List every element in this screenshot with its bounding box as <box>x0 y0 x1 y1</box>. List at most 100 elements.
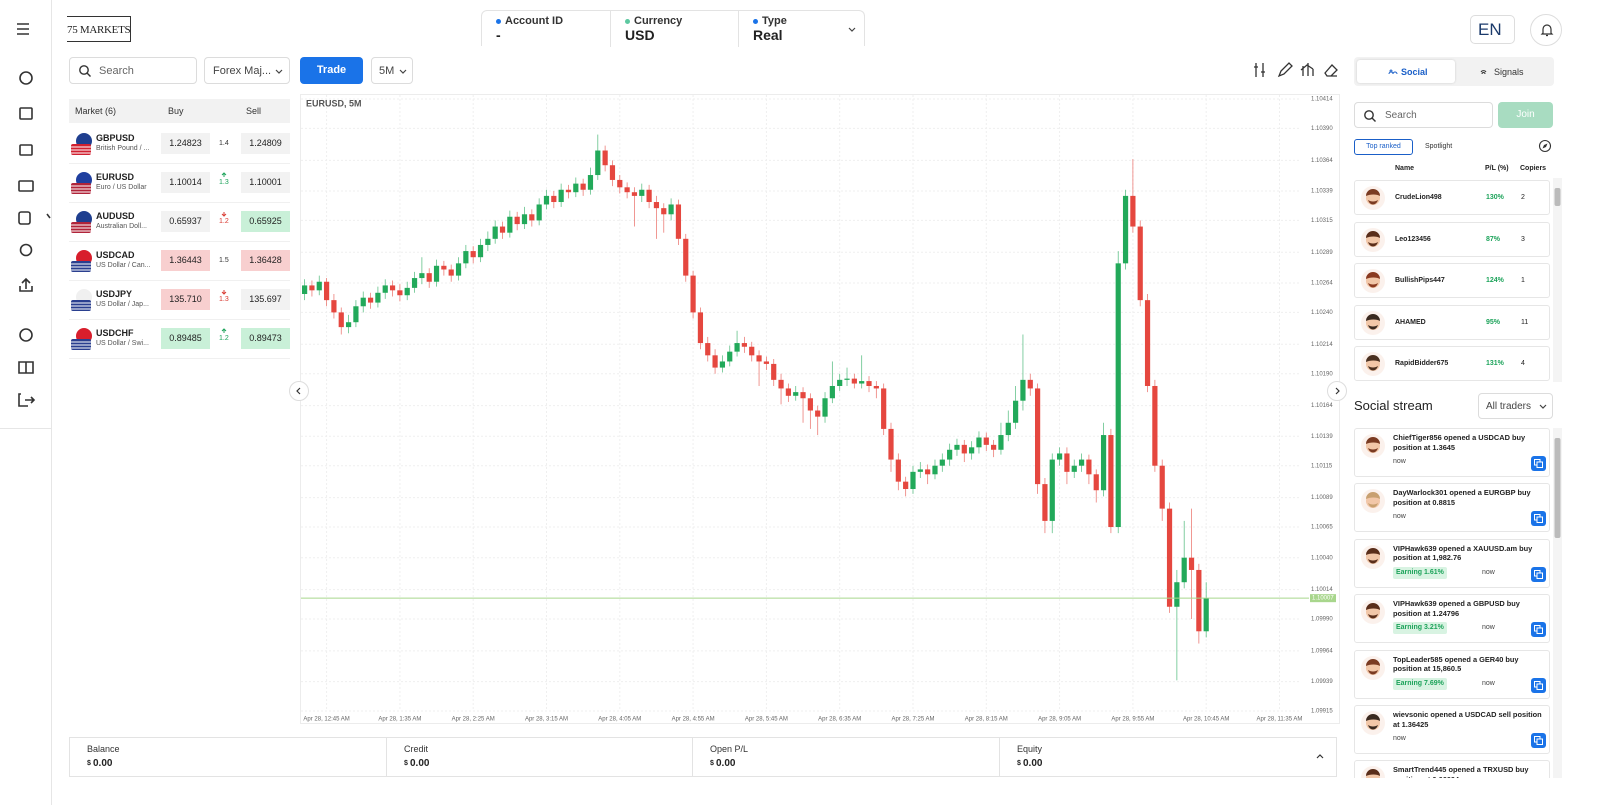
category-select[interactable]: Forex Maj... <box>204 57 290 84</box>
expand-icon[interactable] <box>46 213 51 219</box>
candle-body <box>683 238 689 276</box>
account-label: Account ID <box>505 15 564 27</box>
buy-price[interactable]: 1.24823 <box>161 133 210 154</box>
stream-time: now <box>1482 568 1495 576</box>
x-tick-label: Apr 28, 10:45 AM <box>1183 717 1229 723</box>
candle-body <box>661 208 667 215</box>
trader-row[interactable]: AHAMED 95% 11 <box>1354 304 1550 340</box>
chevron <box>848 27 856 32</box>
stream-item[interactable]: VIPHawk639 opened a GBPUSD buy position … <box>1354 594 1550 644</box>
status-dot <box>625 19 630 24</box>
hair <box>1366 547 1380 555</box>
notifications[interactable] <box>1530 14 1562 46</box>
trader-row[interactable]: CrudeLion498 130% 2 <box>1354 180 1550 215</box>
avatar <box>1361 186 1385 210</box>
status-dot <box>496 19 501 24</box>
trader-row[interactable]: BullishPips447 124% 1 <box>1354 263 1550 299</box>
copy-button[interactable] <box>1531 511 1546 527</box>
buy-price[interactable]: 0.89485 <box>161 328 210 349</box>
candle-body <box>653 202 660 209</box>
candle-body <box>1166 508 1173 607</box>
x-tick-label: Apr 28, 12:45 AM <box>303 717 349 723</box>
x-tick-label: Apr 28, 6:35 AM <box>818 717 861 723</box>
stream-item[interactable]: SmartTrend445 opened a TRXUSD buy positi… <box>1354 760 1550 778</box>
buy-price[interactable]: 1.36443 <box>161 250 210 271</box>
column-header: P/L (%) <box>1485 165 1509 172</box>
join-button[interactable]: Join <box>1498 102 1553 128</box>
collapse-button[interactable] <box>289 381 309 401</box>
stream-item[interactable]: wievsonic opened a USDCAD sell position … <box>1354 705 1550 754</box>
chevron <box>1539 404 1547 409</box>
x-tick-label: Apr 28, 4:55 AM <box>672 717 715 723</box>
help-icon[interactable] <box>18 211 31 225</box>
copy-button[interactable] <box>1531 566 1546 582</box>
flag-stripes <box>71 263 91 271</box>
market-search[interactable]: Search <box>69 57 197 84</box>
candle-body <box>353 306 359 323</box>
collapse-button[interactable] <box>1327 381 1347 401</box>
buy-price[interactable]: 135.710 <box>161 289 210 310</box>
theme-icon[interactable] <box>19 328 33 342</box>
buy-price[interactable]: 0.65937 <box>161 211 210 232</box>
flag <box>71 133 92 155</box>
timeframe-select[interactable]: 5M <box>371 57 413 84</box>
stream-filter[interactable]: All traders <box>1478 393 1553 419</box>
language-select[interactable]: EN <box>1470 15 1515 44</box>
sell-price[interactable]: 1.24809 <box>241 133 290 154</box>
sell-price[interactable]: 0.89473 <box>241 328 290 349</box>
market-row[interactable]: USDCAD US Dollar / Can... 1.36443 1.5 1.3642… <box>69 242 290 281</box>
candle-body <box>331 300 337 313</box>
sell-price[interactable]: 1.36428 <box>241 250 290 271</box>
stream-item[interactable]: VIPHawk639 opened a XAUUSD.am buy positi… <box>1354 538 1550 588</box>
stream-item[interactable]: DayWarlock301 opened a EURGBP buy positi… <box>1354 483 1550 533</box>
trader-row[interactable]: RapidBidder675 131% 4 <box>1354 346 1550 382</box>
stream-item[interactable]: ChiefTiger856 opened a USDCAD buy positi… <box>1354 428 1550 477</box>
logout-icon[interactable] <box>18 393 36 407</box>
account-metric: Equity $0.00 <box>999 738 1299 776</box>
dashboard-icon[interactable] <box>19 71 33 85</box>
scroll-thumb <box>1554 438 1561 538</box>
sell-price[interactable]: 135.697 <box>241 289 290 310</box>
news-icon[interactable] <box>18 180 34 192</box>
stream-item[interactable]: TopLeader585 opened a GER40 buy position… <box>1354 649 1550 699</box>
avatar <box>1361 434 1385 458</box>
copy-button[interactable] <box>1531 622 1546 638</box>
candle-body <box>411 278 418 288</box>
scrollbar <box>1553 178 1562 382</box>
candle-body <box>741 343 747 347</box>
sell-price[interactable]: 1.10001 <box>241 172 290 193</box>
tab[interactable]: Signals <box>1494 67 1524 77</box>
candle-body <box>793 392 799 396</box>
trader-row[interactable]: Leo123456 87% 3 <box>1354 221 1550 257</box>
tab[interactable]: Social <box>1401 67 1428 77</box>
filter-chip[interactable]: Top ranked <box>1354 139 1413 155</box>
sell-price[interactable]: 0.65925 <box>241 211 290 232</box>
symbol: GBPUSD <box>96 133 135 143</box>
social-search[interactable]: Search <box>1354 102 1493 128</box>
trader-name: CrudeLion498 <box>1395 194 1442 201</box>
market-row[interactable]: EURUSD Euro / US Dollar 1.10014 1.3 1.10001 <box>69 164 290 203</box>
copy-button[interactable] <box>1531 733 1546 748</box>
market-row[interactable]: GBPUSD British Pound / ... 1.24823 1.4 1.248… <box>69 125 290 164</box>
menu-icon[interactable] <box>17 23 29 35</box>
portfolio-icon[interactable] <box>19 144 33 156</box>
symbol-name: US Dollar / Swi... <box>96 340 149 347</box>
trade-button[interactable]: Trade <box>300 57 363 84</box>
candle-body <box>609 165 616 180</box>
beard <box>1368 669 1378 675</box>
account-value: - <box>496 27 501 43</box>
copy-button[interactable] <box>1531 456 1546 471</box>
guide-icon[interactable] <box>18 361 34 374</box>
market-row[interactable]: USDJPY US Dollar / Jap... 135.710 1.3 135.69… <box>69 281 290 320</box>
candle-body <box>719 361 726 368</box>
filter-chip[interactable]: Spotlight <box>1425 143 1453 150</box>
market-row[interactable]: USDCHF US Dollar / Swi... 0.89485 1.2 0.8947… <box>69 320 290 359</box>
book-icon[interactable] <box>19 107 33 120</box>
settings-icon[interactable] <box>19 243 33 257</box>
market-row[interactable]: AUDUSD Australian Doll... 0.65937 1.2 0.6592… <box>69 203 290 242</box>
copy-button[interactable] <box>1531 677 1546 693</box>
buy-price[interactable]: 1.10014 <box>161 172 210 193</box>
candle-body <box>455 263 462 276</box>
candle-body <box>389 285 396 291</box>
upload-icon[interactable] <box>19 277 33 292</box>
